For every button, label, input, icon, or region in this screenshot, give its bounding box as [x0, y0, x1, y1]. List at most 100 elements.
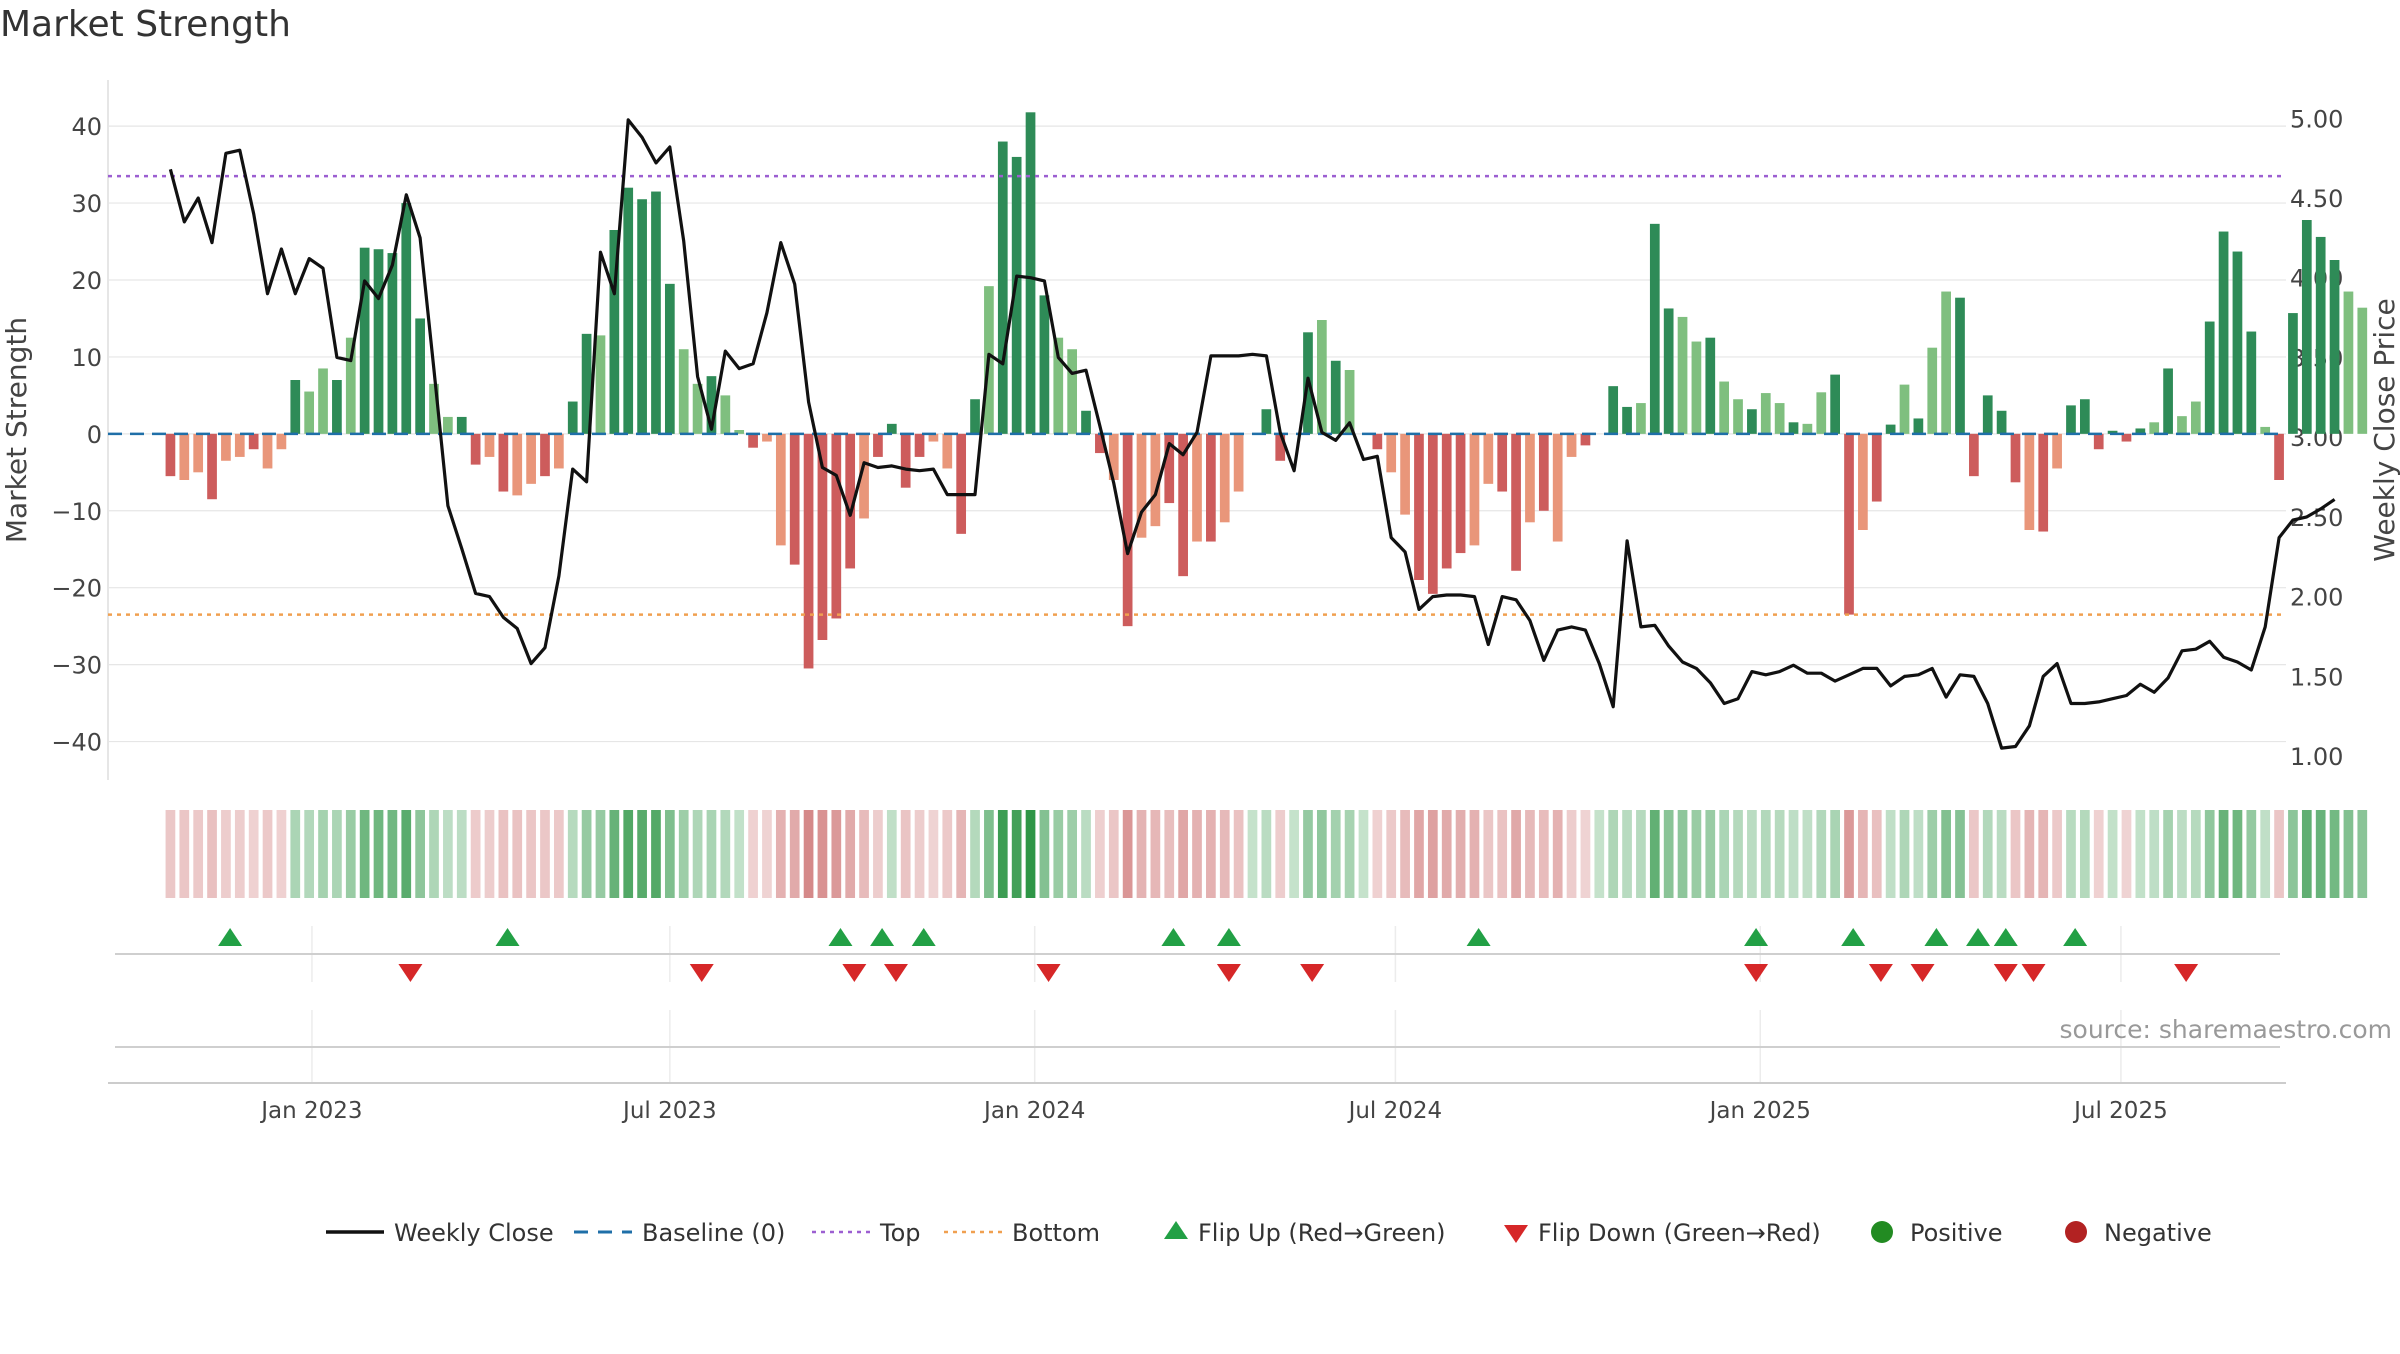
strength-bar — [2301, 220, 2312, 434]
heat-strip-cell — [276, 810, 287, 898]
strength-bar — [207, 433, 217, 500]
strength-bar — [734, 430, 745, 434]
heat-strip-cell — [1039, 810, 1050, 898]
flip-down-marker — [1036, 964, 1061, 982]
strength-bar — [498, 433, 509, 492]
heat-strip-cell — [2288, 810, 2298, 898]
heat-strip-cell — [1622, 810, 1632, 898]
legend-item: Flip Up (Red→Green) — [1164, 1219, 1446, 1247]
strength-bar — [1747, 409, 1757, 434]
strength-bar — [1760, 393, 1771, 434]
x-tick-label: Jan 2024 — [982, 1098, 1085, 1124]
legend-label: Weekly Close — [394, 1219, 554, 1247]
strength-bar — [1719, 381, 1730, 434]
y-tick-label: −40 — [51, 729, 102, 757]
strength-bar — [1330, 360, 1341, 434]
heat-strip-cell — [1122, 810, 1133, 898]
strength-bar — [1497, 433, 1508, 492]
heat-strip-cell — [1733, 810, 1743, 898]
heat-strip-cell — [1580, 810, 1591, 898]
heat-strip-cell — [1525, 810, 1535, 898]
heat-strip-cell — [262, 810, 273, 898]
heat-strip-cell — [637, 810, 647, 898]
strength-bar — [1816, 392, 1827, 434]
heat-strip-cell — [1858, 810, 1868, 898]
heat-strip-cell — [415, 810, 425, 898]
heat-strip-cell — [2079, 810, 2090, 898]
heat-strip-cell — [2010, 810, 2021, 898]
heat-strip-cell — [2177, 810, 2187, 898]
strength-bar — [2121, 433, 2132, 442]
heat-strip-cell — [1552, 810, 1563, 898]
heat-strip-cell — [1192, 810, 1202, 898]
strength-bar — [1677, 316, 1688, 434]
flip-up-marker — [828, 928, 853, 946]
heat-strip-cell — [1760, 810, 1771, 898]
legend-item: Bottom — [944, 1219, 1100, 1247]
strength-bar — [276, 433, 287, 450]
heat-strip-cell — [1677, 810, 1688, 898]
strength-bar — [1108, 433, 1119, 480]
strength-bar — [2343, 291, 2354, 434]
heat-strip-cell — [1081, 810, 1091, 898]
heat-strip-cell — [1982, 810, 1993, 898]
heat-strip-cell — [2107, 810, 2118, 898]
strength-bar — [970, 399, 980, 434]
heat-strip-cell — [2093, 810, 2104, 898]
strength-bar — [1386, 433, 1397, 473]
flip-up-marker — [495, 928, 520, 946]
heat-strip-cell — [1025, 810, 1036, 898]
y2-tick-label: 5.00 — [2290, 105, 2343, 133]
strength-bar — [817, 433, 828, 640]
strength-bar — [345, 337, 356, 434]
flip-down-marker — [398, 964, 423, 982]
x-tick-label: Jul 2025 — [2072, 1098, 2168, 1124]
heat-strip-cell — [2038, 810, 2049, 898]
strength-bar — [873, 433, 883, 457]
heat-strip-cell — [234, 810, 245, 898]
strength-bar — [1511, 433, 1521, 571]
y-tick-label: 0 — [87, 421, 102, 449]
strength-bar — [692, 383, 703, 434]
heat-strip-cell — [2246, 810, 2257, 898]
heat-strip-cell — [165, 810, 176, 898]
strength-bar — [1913, 418, 1924, 434]
flip-down-marker — [1744, 964, 1769, 982]
strength-bar — [1206, 433, 1216, 542]
heat-strip-cell — [2135, 810, 2146, 898]
heat-strip-cell — [1178, 810, 1188, 898]
heat-strip-cell — [221, 810, 231, 898]
heat-strip-cell — [1941, 810, 1951, 898]
flip-up-marker — [911, 928, 936, 946]
strength-bar — [1927, 347, 1938, 434]
heat-strip-cell — [817, 810, 828, 898]
heat-strip-cell — [1747, 810, 1757, 898]
strength-bar — [1941, 291, 1951, 434]
heat-strip-cell — [387, 810, 398, 898]
heat-strip-cell — [1885, 810, 1896, 898]
strength-bar — [221, 433, 231, 461]
strength-bar — [2232, 251, 2243, 434]
heat-strip-cell — [540, 810, 550, 898]
strength-bar — [2079, 399, 2090, 434]
heat-strip-cell — [1303, 810, 1313, 898]
strength-bar — [762, 433, 772, 442]
strength-bar — [1788, 422, 1799, 434]
heat-strip-cell — [2066, 810, 2076, 898]
strength-bar — [706, 376, 717, 434]
strength-bar — [1538, 433, 1549, 511]
strength-bar — [1858, 433, 1868, 530]
strength-bar — [165, 433, 176, 477]
y2-tick-label: 4.50 — [2290, 185, 2343, 213]
strength-bar — [304, 391, 315, 434]
strength-bar — [1219, 433, 1230, 523]
heat-strip-cell — [2163, 810, 2173, 898]
weekly-close-line — [168, 118, 2336, 750]
strength-bar — [748, 433, 758, 448]
heat-strip-cell — [1427, 810, 1438, 898]
strength-bar — [540, 433, 550, 477]
strength-bar — [2315, 236, 2326, 434]
heat-strip-cell — [2329, 810, 2340, 898]
strength-bar — [456, 416, 467, 434]
